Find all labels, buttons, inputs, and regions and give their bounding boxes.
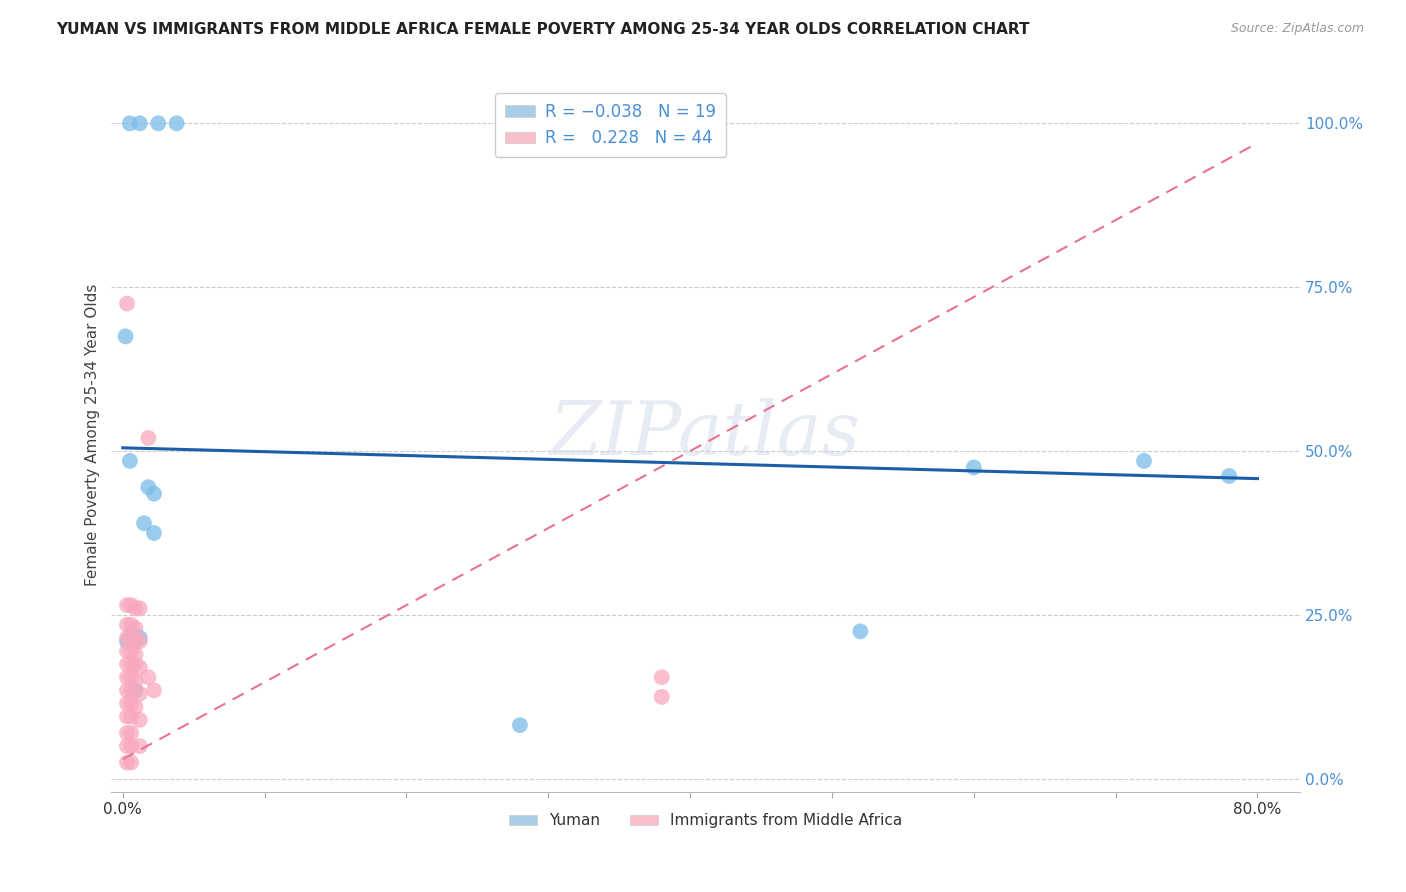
Legend: Yuman, Immigrants from Middle Africa: Yuman, Immigrants from Middle Africa bbox=[503, 807, 908, 834]
Point bbox=[963, 460, 986, 475]
Point bbox=[115, 697, 138, 711]
Point bbox=[128, 713, 150, 727]
Point bbox=[128, 634, 150, 648]
Point bbox=[124, 648, 146, 662]
Point bbox=[118, 116, 141, 130]
Point bbox=[143, 683, 166, 698]
Point bbox=[115, 657, 138, 672]
Point bbox=[136, 480, 159, 494]
Point bbox=[124, 683, 146, 698]
Point bbox=[120, 670, 142, 684]
Point bbox=[120, 657, 142, 672]
Point bbox=[124, 621, 146, 635]
Point bbox=[120, 617, 142, 632]
Point bbox=[120, 683, 142, 698]
Point bbox=[651, 690, 673, 704]
Text: YUMAN VS IMMIGRANTS FROM MIDDLE AFRICA FEMALE POVERTY AMONG 25-34 YEAR OLDS CORR: YUMAN VS IMMIGRANTS FROM MIDDLE AFRICA F… bbox=[56, 22, 1029, 37]
Point bbox=[120, 739, 142, 753]
Point bbox=[114, 329, 136, 343]
Point bbox=[120, 598, 142, 612]
Point bbox=[509, 718, 531, 732]
Point bbox=[136, 670, 159, 684]
Point bbox=[124, 601, 146, 615]
Point bbox=[128, 687, 150, 701]
Text: Source: ZipAtlas.com: Source: ZipAtlas.com bbox=[1230, 22, 1364, 36]
Point bbox=[120, 726, 142, 740]
Point bbox=[128, 116, 150, 130]
Point bbox=[115, 634, 138, 648]
Point bbox=[166, 116, 188, 130]
Point bbox=[128, 631, 150, 645]
Point bbox=[115, 631, 138, 645]
Point bbox=[121, 624, 143, 639]
Point bbox=[128, 660, 150, 674]
Point bbox=[143, 526, 166, 541]
Point bbox=[115, 739, 138, 753]
Point bbox=[120, 709, 142, 723]
Point bbox=[143, 486, 166, 500]
Y-axis label: Female Poverty Among 25-34 Year Olds: Female Poverty Among 25-34 Year Olds bbox=[86, 284, 100, 586]
Point bbox=[849, 624, 872, 639]
Point bbox=[115, 617, 138, 632]
Point bbox=[115, 670, 138, 684]
Point bbox=[120, 644, 142, 658]
Point bbox=[115, 709, 138, 723]
Point bbox=[115, 756, 138, 770]
Point bbox=[120, 697, 142, 711]
Point bbox=[651, 670, 673, 684]
Point bbox=[115, 644, 138, 658]
Point bbox=[120, 631, 142, 645]
Point bbox=[148, 116, 170, 130]
Point bbox=[124, 634, 146, 648]
Point bbox=[124, 699, 146, 714]
Point bbox=[115, 296, 138, 310]
Point bbox=[128, 601, 150, 615]
Point bbox=[132, 516, 155, 531]
Point bbox=[1133, 454, 1156, 468]
Point bbox=[124, 657, 146, 672]
Point bbox=[124, 673, 146, 688]
Point bbox=[115, 726, 138, 740]
Point bbox=[115, 683, 138, 698]
Point bbox=[120, 756, 142, 770]
Point bbox=[115, 598, 138, 612]
Point bbox=[136, 431, 159, 445]
Point bbox=[118, 454, 141, 468]
Point bbox=[1218, 469, 1240, 483]
Text: ZIPatlas: ZIPatlas bbox=[550, 399, 862, 471]
Point bbox=[128, 739, 150, 753]
